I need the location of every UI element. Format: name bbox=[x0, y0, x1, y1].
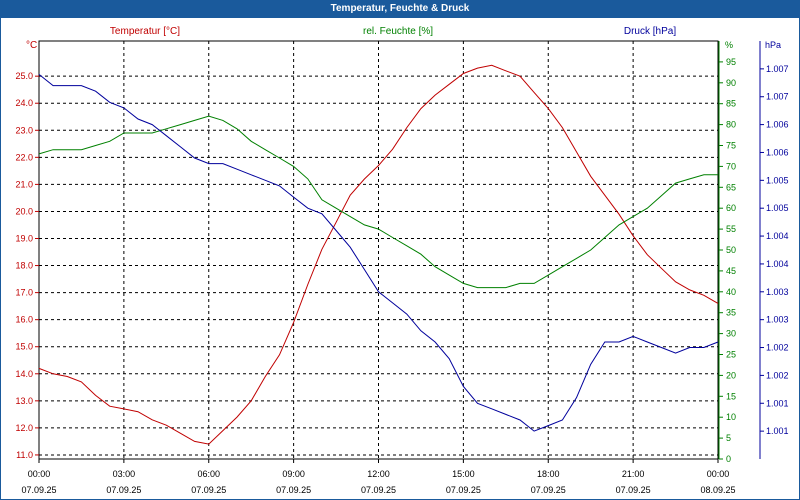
humidity-tick-label: 15 bbox=[726, 391, 736, 401]
x-tick-label-date: 08.09.25 bbox=[700, 485, 735, 495]
temperature-axis-unit: °C bbox=[26, 40, 37, 51]
humidity-tick-label: 30 bbox=[726, 329, 736, 339]
humidity-axis-label: rel. Feuchte [%] bbox=[363, 26, 433, 37]
chart-title: Temperatur, Feuchte & Druck bbox=[0, 0, 800, 18]
humidity-tick-label: 55 bbox=[726, 224, 736, 234]
humidity-tick-label: 5 bbox=[726, 433, 731, 443]
humidity-tick-label: 85 bbox=[726, 99, 736, 109]
x-tick-label-date: 07.09.25 bbox=[191, 485, 226, 495]
x-tick-label-date: 07.09.25 bbox=[106, 485, 141, 495]
pressure-tick-label: 1.001 bbox=[766, 398, 789, 408]
temperature-axis-label: Temperatur [°C] bbox=[110, 26, 180, 37]
pressure-tick-label: 1.001 bbox=[766, 426, 789, 436]
pressure-tick-label: 1.007 bbox=[766, 64, 789, 74]
pressure-axis-label: Druck [hPa] bbox=[624, 26, 676, 37]
humidity-tick-label: 70 bbox=[726, 161, 736, 171]
grid-lines bbox=[39, 41, 718, 459]
temperature-tick-label: 25.0 bbox=[15, 71, 33, 81]
x-tick-label-date: 07.09.25 bbox=[446, 485, 481, 495]
pressure-tick-label: 1.006 bbox=[766, 147, 789, 157]
temperature-tick-label: 15.0 bbox=[15, 342, 33, 352]
humidity-tick-label: 20 bbox=[726, 370, 736, 380]
series-lines bbox=[38, 64, 719, 445]
temperature-tick-label: 22.0 bbox=[15, 152, 33, 162]
pressure-tick-label: 1.005 bbox=[766, 175, 789, 185]
temperature-tick-label: 21.0 bbox=[15, 179, 33, 189]
temperature-tick-label: 19.0 bbox=[15, 234, 33, 244]
pressure-axis: 1.001 1.001 1.002 1.002 1.003 1.003 1.004 1.004… bbox=[759, 41, 789, 459]
x-tick-label-time: 03:00 bbox=[113, 469, 136, 479]
humidity-tick-label: 95 bbox=[726, 57, 736, 67]
humidity-tick-label: 75 bbox=[726, 141, 736, 151]
humidity-tick-label: 80 bbox=[726, 120, 736, 130]
pressure-tick-label: 1.002 bbox=[766, 370, 789, 380]
x-tick-label-date: 07.09.25 bbox=[361, 485, 396, 495]
temperature-axis: 11.0 12.0 13.0 14.0 15.0 16.0 17.0 18.0 19.0 20.0… bbox=[15, 71, 39, 460]
temperature-tick-label: 16.0 bbox=[15, 315, 33, 325]
x-tick-label-time: 18:00 bbox=[537, 469, 560, 479]
temperature-tick-label: 24.0 bbox=[15, 98, 33, 108]
temperature-tick-label: 17.0 bbox=[15, 288, 33, 298]
x-tick-label-time: 00:00 bbox=[707, 469, 730, 479]
pressure-tick-label: 1.007 bbox=[766, 92, 789, 102]
humidity-tick-label: 60 bbox=[726, 203, 736, 213]
humidity-axis: 0 5 10 15 20 25 30 35 40 45 50 55 60 65 70 75 80 85 90 95 bbox=[718, 41, 736, 464]
temperature-tick-label: 11.0 bbox=[16, 450, 33, 460]
humidity-tick-label: 25 bbox=[726, 350, 736, 360]
pressure-tick-label: 1.002 bbox=[766, 343, 789, 353]
humidity-axis-unit: % bbox=[725, 40, 733, 50]
x-tick-label-date: 07.09.25 bbox=[276, 485, 311, 495]
humidity-tick-label: 0 bbox=[726, 454, 731, 464]
temperature-tick-label: 14.0 bbox=[15, 369, 33, 379]
x-tick-label-time: 12:00 bbox=[367, 469, 390, 479]
pressure-line bbox=[38, 74, 719, 432]
pressure-tick-label: 1.006 bbox=[766, 120, 789, 130]
pressure-tick-label: 1.004 bbox=[766, 259, 789, 269]
temperature-tick-label: 13.0 bbox=[15, 396, 33, 406]
temperature-line bbox=[38, 64, 719, 445]
pressure-tick-label: 1.003 bbox=[766, 315, 789, 325]
humidity-line bbox=[38, 115, 718, 289]
pressure-axis-unit: hPa bbox=[765, 40, 781, 50]
humidity-tick-label: 35 bbox=[726, 308, 736, 318]
x-tick-label-date: 07.09.25 bbox=[531, 485, 566, 495]
x-tick-label-date: 07.09.25 bbox=[616, 485, 651, 495]
x-tick-label-time: 00:00 bbox=[28, 469, 51, 479]
humidity-tick-label: 45 bbox=[726, 266, 736, 276]
humidity-tick-label: 90 bbox=[726, 78, 736, 88]
humidity-tick-label: 10 bbox=[726, 412, 736, 422]
pressure-tick-label: 1.005 bbox=[766, 203, 789, 213]
x-axis: 00:00 07.09.25 03:00 07.09.25 06:00 07.09.25 0… bbox=[21, 459, 736, 495]
x-tick-label-time: 06:00 bbox=[197, 469, 220, 479]
pressure-tick-label: 1.003 bbox=[766, 287, 789, 297]
humidity-tick-label: 50 bbox=[726, 245, 736, 255]
temperature-tick-label: 12.0 bbox=[15, 423, 33, 433]
x-tick-label-time: 15:00 bbox=[452, 469, 475, 479]
temperature-tick-label: 23.0 bbox=[15, 125, 33, 135]
x-tick-label-time: 09:00 bbox=[282, 469, 305, 479]
x-tick-label-date: 07.09.25 bbox=[21, 485, 56, 495]
temperature-tick-label: 18.0 bbox=[15, 261, 33, 271]
humidity-tick-label: 65 bbox=[726, 182, 736, 192]
humidity-tick-label: 40 bbox=[726, 287, 736, 297]
temperature-tick-label: 20.0 bbox=[15, 206, 33, 216]
x-tick-label-time: 21:00 bbox=[622, 469, 645, 479]
pressure-tick-label: 1.004 bbox=[766, 231, 789, 241]
